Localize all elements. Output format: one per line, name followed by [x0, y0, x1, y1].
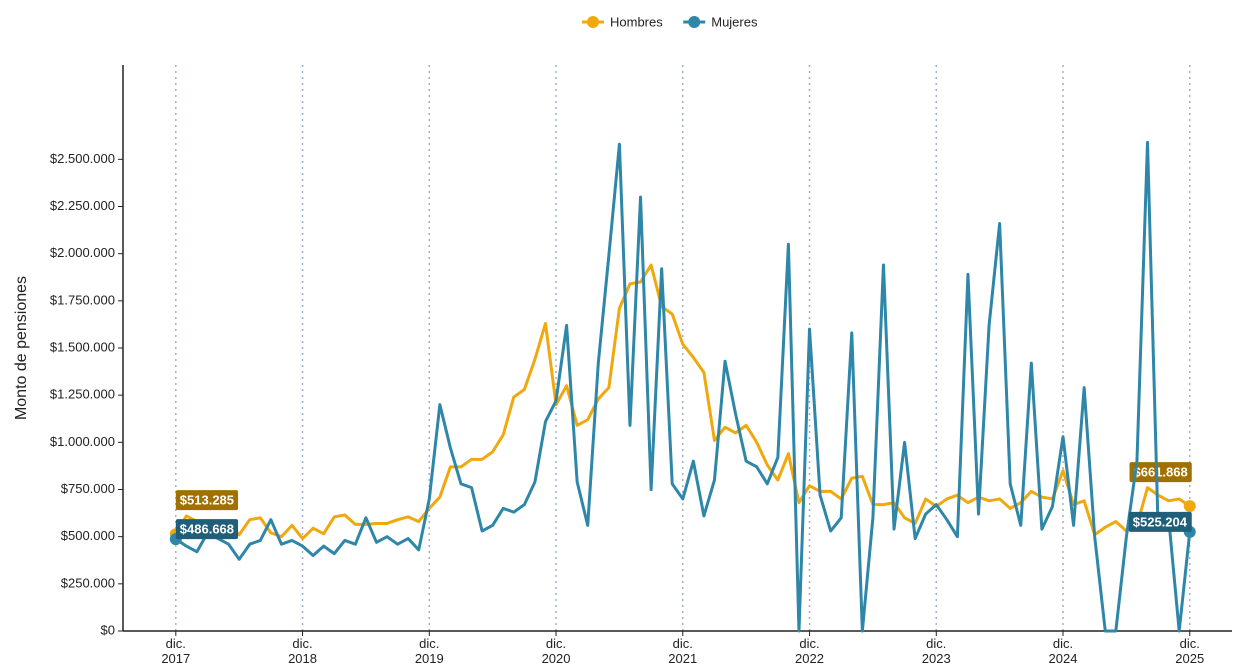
y-tick-label: $2.500.000 — [50, 151, 115, 166]
x-tick-label: dic. 2023 — [921, 636, 951, 666]
value-label: $661.868 — [1134, 465, 1188, 480]
y-tick-label: $2.000.000 — [50, 245, 115, 260]
y-tick-label: $250.000 — [61, 575, 115, 590]
x-tick-label: dic. 2018 — [288, 636, 317, 666]
value-label: $513.285 — [180, 493, 234, 508]
y-tick-label: $1.250.000 — [50, 387, 115, 402]
value-label-box — [1128, 511, 1192, 532]
legend-label: Mujeres — [711, 14, 758, 29]
value-label-box — [1129, 462, 1192, 483]
y-axis-title: Monto de pensiones — [13, 276, 30, 420]
value-label: $486.668 — [180, 522, 234, 537]
legend-marker — [587, 16, 599, 28]
end-point — [1183, 500, 1196, 513]
y-tick-label: $1.500.000 — [50, 339, 115, 354]
line-series — [174, 140, 1192, 633]
y-tick-label: $1.750.000 — [50, 292, 115, 307]
legend-marker — [688, 16, 701, 28]
x-tick-label: dic. 2024 — [1048, 636, 1078, 666]
value-label-box — [175, 519, 239, 540]
x-tick-label: dic. 2019 — [414, 636, 444, 666]
x-tick-label: dic. 2020 — [541, 636, 571, 666]
value-label-box — [175, 490, 239, 511]
x-tick-label: dic. 2025 — [1175, 636, 1205, 666]
y-tick-label: $750.000 — [61, 481, 115, 496]
x-tick-label: dic. 2021 — [668, 636, 698, 666]
y-tick-label: $500.000 — [61, 528, 115, 543]
y-tick-label: $0 — [101, 622, 115, 637]
value-label: $525.204 — [1133, 514, 1188, 529]
x-tick-label: dic. 2017 — [161, 636, 191, 666]
legend-label: Hombres — [610, 14, 663, 29]
y-tick-label: $2.250.000 — [50, 198, 115, 213]
x-tick-label: dic. 2022 — [795, 636, 824, 666]
y-tick-label: $1.000.000 — [50, 434, 115, 449]
